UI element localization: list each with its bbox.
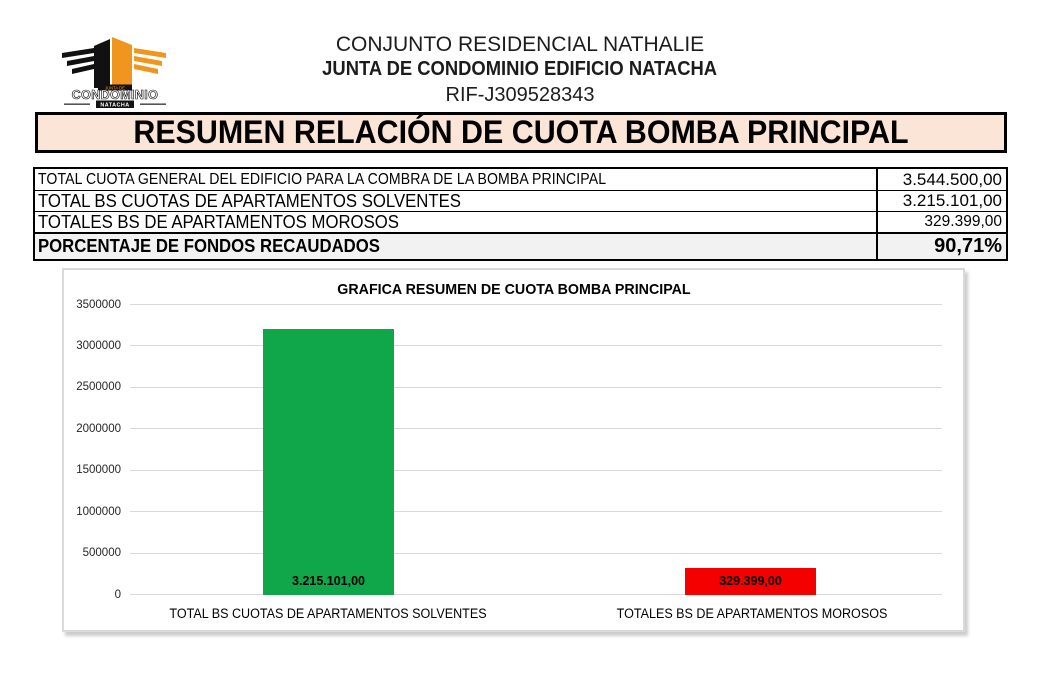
building-logo-icon: JUNTA DE CONDOMINIO NATACHA (62, 37, 166, 108)
bar-value-label: 3.215.101,00 (292, 574, 365, 589)
header-line-2: JUNTA DE CONDOMINIO EDIFICIO NATACHA (322, 58, 718, 80)
row-value: 329.399,00 (876, 212, 1006, 232)
logo-condominio-text: CONDOMINIO (72, 88, 159, 102)
report-header: CONJUNTO RESIDENCIAL NATHALIE JUNTA DE C… (0, 33, 1040, 107)
row-value: 3.215.101,00 (876, 191, 1006, 211)
table-row: TOTALES BS DE APARTAMENTOS MOROSOS 329.3… (35, 211, 1006, 232)
gridline (130, 428, 942, 430)
y-axis-tick-label: 2500000 (76, 381, 121, 394)
logo-junta-text: JUNTA DE (105, 85, 125, 90)
gridline (130, 511, 942, 513)
row-label: TOTALES BS DE APARTAMENTOS MOROSOS (38, 211, 399, 232)
header-rif: RIF-J309528343 (445, 84, 595, 106)
bar-morosos: 329.399,00 (685, 567, 816, 595)
row-label: TOTAL CUOTA GENERAL DEL EDIFICIO PARA LA… (38, 170, 607, 188)
table-row: TOTAL BS CUOTAS DE APARTAMENTOS SOLVENTE… (35, 190, 1006, 211)
y-axis-tick-label: 500000 (82, 546, 121, 559)
gridline (130, 552, 942, 554)
gridline (130, 386, 942, 388)
gridline (130, 469, 942, 471)
page-title: RESUMEN RELACIÓN DE CUOTA BOMBA PRINCIPA… (133, 114, 909, 150)
x-axis-category-label: TOTALES BS DE APARTAMENTOS MOROSOS (616, 606, 888, 621)
logo-natacha-text: NATACHA (100, 102, 129, 108)
y-axis-tick-label: 3000000 (76, 339, 121, 352)
plot-area: 3.215.101,00 329.399,00 TOTAL BS CUOTAS … (76, 299, 942, 621)
table-row-percentage: PORCENTAJE DE FONDOS RECAUDADOS 90,71% (35, 232, 1006, 259)
chart-title: GRAFICA RESUMEN DE CUOTA BOMBA PRINCIPAL (336, 281, 691, 298)
y-axis-tick-label: 1500000 (76, 463, 121, 476)
gridline (130, 345, 942, 347)
header-line-1: CONJUNTO RESIDENCIAL NATHALIE (335, 33, 705, 56)
bar-chart: GRAFICA RESUMEN DE CUOTA BOMBA PRINCIPAL… (62, 268, 965, 632)
row-value: 3.544.500,00 (876, 169, 1006, 190)
row-label: PORCENTAJE DE FONDOS RECAUDADOS (38, 236, 380, 256)
y-axis-tick-label: 1000000 (76, 505, 121, 518)
y-axis-tick-label: 3500000 (76, 298, 121, 311)
gridline (130, 304, 942, 305)
x-axis-category-label: TOTAL BS CUOTAS DE APARTAMENTOS SOLVENTE… (169, 606, 487, 621)
condominio-logo: JUNTA DE CONDOMINIO NATACHA (58, 36, 172, 108)
row-value: 90,71% (876, 234, 1006, 259)
row-label: TOTAL BS CUOTAS DE APARTAMENTOS SOLVENTE… (38, 190, 461, 211)
gridline (130, 594, 942, 595)
summary-table: TOTAL CUOTA GENERAL DEL EDIFICIO PARA LA… (33, 167, 1008, 261)
bar-value-label: 329.399,00 (719, 574, 782, 589)
y-axis-tick-label: 2000000 (76, 422, 121, 435)
y-axis-tick-label: 0 (114, 588, 121, 601)
bar-solventes: 3.215.101,00 (263, 328, 394, 595)
table-row: TOTAL CUOTA GENERAL DEL EDIFICIO PARA LA… (35, 169, 1006, 190)
title-banner: RESUMEN RELACIÓN DE CUOTA BOMBA PRINCIPA… (35, 112, 1007, 153)
